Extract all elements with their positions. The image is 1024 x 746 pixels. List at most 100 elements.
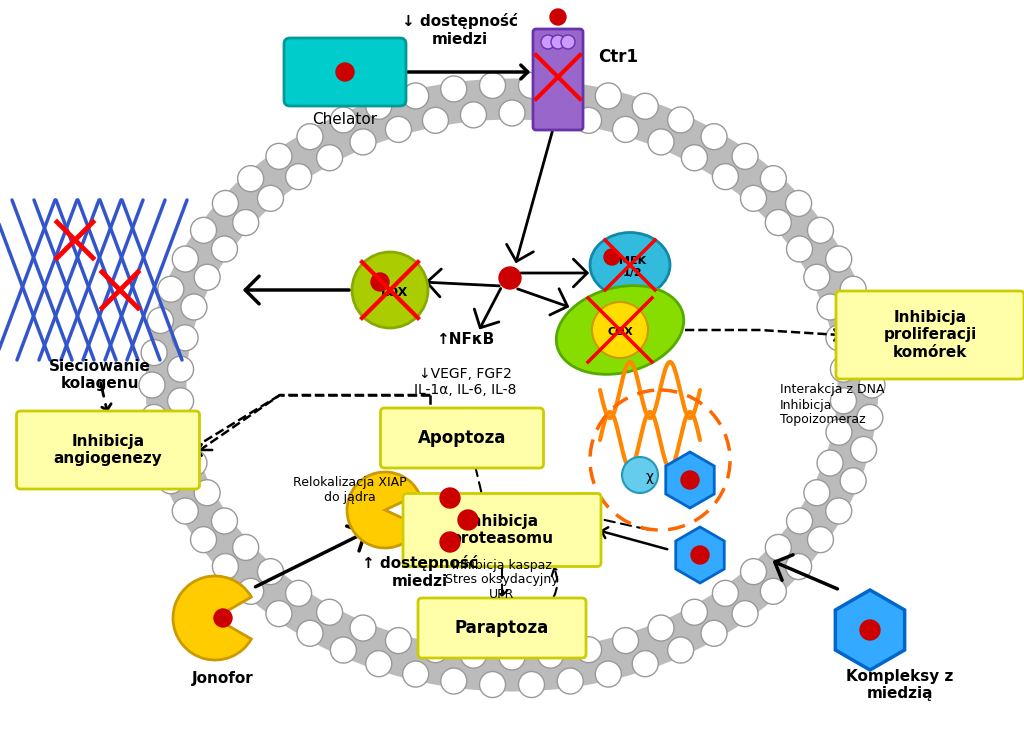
Text: Kompleksy z
miedzią: Kompleksy z miedzią: [846, 669, 953, 701]
Circle shape: [859, 372, 885, 398]
Circle shape: [786, 236, 812, 262]
Circle shape: [499, 644, 525, 670]
Circle shape: [761, 578, 786, 604]
Circle shape: [804, 480, 829, 506]
Wedge shape: [347, 472, 420, 548]
Text: ↓VEGF, FGF2
IL-1α, IL-6, IL-8: ↓VEGF, FGF2 IL-1α, IL-6, IL-8: [414, 367, 516, 397]
Text: Inhibicja
angiogenezy: Inhibicja angiogenezy: [53, 434, 163, 466]
Circle shape: [257, 559, 284, 585]
FancyBboxPatch shape: [836, 291, 1024, 379]
Circle shape: [139, 372, 165, 398]
Circle shape: [518, 72, 545, 98]
Text: Inhibicja
proliferacji
komórek: Inhibicja proliferacji komórek: [884, 310, 977, 360]
Circle shape: [808, 217, 834, 243]
Circle shape: [575, 107, 601, 134]
Circle shape: [825, 498, 852, 524]
Text: Relokalizacja XIAP
do jądra: Relokalizacja XIAP do jądra: [293, 476, 407, 504]
Circle shape: [423, 636, 449, 662]
Circle shape: [461, 642, 486, 668]
Circle shape: [238, 166, 263, 192]
Circle shape: [550, 9, 566, 25]
Circle shape: [518, 671, 545, 698]
Circle shape: [557, 668, 584, 694]
Circle shape: [214, 609, 232, 627]
Circle shape: [732, 143, 758, 169]
Circle shape: [840, 276, 866, 302]
Text: ↑NFκB: ↑NFκB: [436, 333, 495, 348]
Circle shape: [172, 498, 199, 524]
Circle shape: [761, 166, 786, 192]
Circle shape: [538, 102, 563, 128]
Circle shape: [316, 145, 343, 171]
Circle shape: [316, 599, 343, 625]
Text: Paraptoza: Paraptoza: [455, 619, 549, 637]
Circle shape: [826, 325, 852, 351]
Circle shape: [440, 532, 460, 552]
Circle shape: [851, 436, 877, 463]
Circle shape: [804, 264, 829, 290]
Circle shape: [851, 307, 877, 333]
Circle shape: [297, 124, 323, 150]
Circle shape: [147, 307, 173, 333]
Circle shape: [266, 601, 292, 627]
Circle shape: [808, 527, 834, 553]
Circle shape: [212, 508, 238, 534]
Ellipse shape: [556, 286, 684, 374]
Circle shape: [479, 671, 506, 698]
Circle shape: [440, 668, 467, 694]
Circle shape: [551, 35, 565, 49]
Circle shape: [336, 63, 354, 81]
Circle shape: [648, 129, 674, 155]
Circle shape: [371, 273, 389, 291]
Circle shape: [423, 107, 449, 134]
Text: MEK
1/2: MEK 1/2: [620, 256, 646, 278]
Text: Ctr1: Ctr1: [598, 48, 638, 66]
Circle shape: [786, 508, 812, 534]
Circle shape: [648, 615, 674, 641]
Circle shape: [212, 554, 239, 580]
Circle shape: [765, 534, 792, 560]
Circle shape: [632, 651, 658, 677]
Circle shape: [668, 107, 693, 133]
Circle shape: [385, 116, 412, 142]
Circle shape: [541, 35, 555, 49]
Circle shape: [860, 620, 880, 640]
FancyBboxPatch shape: [418, 598, 586, 658]
Circle shape: [172, 246, 199, 272]
Circle shape: [168, 356, 194, 382]
Circle shape: [826, 419, 852, 445]
Circle shape: [181, 294, 207, 320]
Circle shape: [331, 637, 356, 663]
Circle shape: [366, 93, 392, 119]
Circle shape: [612, 116, 639, 142]
Circle shape: [352, 252, 428, 328]
Circle shape: [561, 35, 575, 49]
Circle shape: [366, 651, 392, 677]
Circle shape: [499, 267, 521, 289]
Circle shape: [840, 468, 866, 494]
Circle shape: [538, 642, 563, 668]
Circle shape: [765, 210, 792, 236]
Circle shape: [147, 436, 173, 463]
Circle shape: [286, 580, 311, 606]
Circle shape: [195, 480, 220, 506]
Circle shape: [479, 72, 506, 98]
FancyBboxPatch shape: [534, 29, 583, 130]
Circle shape: [713, 163, 738, 189]
FancyBboxPatch shape: [381, 408, 544, 468]
Circle shape: [857, 404, 883, 430]
Circle shape: [817, 450, 843, 476]
Circle shape: [785, 190, 812, 216]
Circle shape: [212, 236, 238, 262]
Text: Apoptoza: Apoptoza: [418, 429, 506, 447]
Circle shape: [612, 627, 639, 653]
Circle shape: [592, 302, 648, 358]
Ellipse shape: [193, 125, 831, 645]
Circle shape: [681, 145, 708, 171]
Text: ↓ dostępność
miedzi: ↓ dostępność miedzi: [402, 13, 518, 47]
Circle shape: [212, 190, 239, 216]
Circle shape: [402, 83, 429, 109]
Circle shape: [740, 185, 767, 211]
Circle shape: [668, 637, 693, 663]
Circle shape: [713, 580, 738, 606]
